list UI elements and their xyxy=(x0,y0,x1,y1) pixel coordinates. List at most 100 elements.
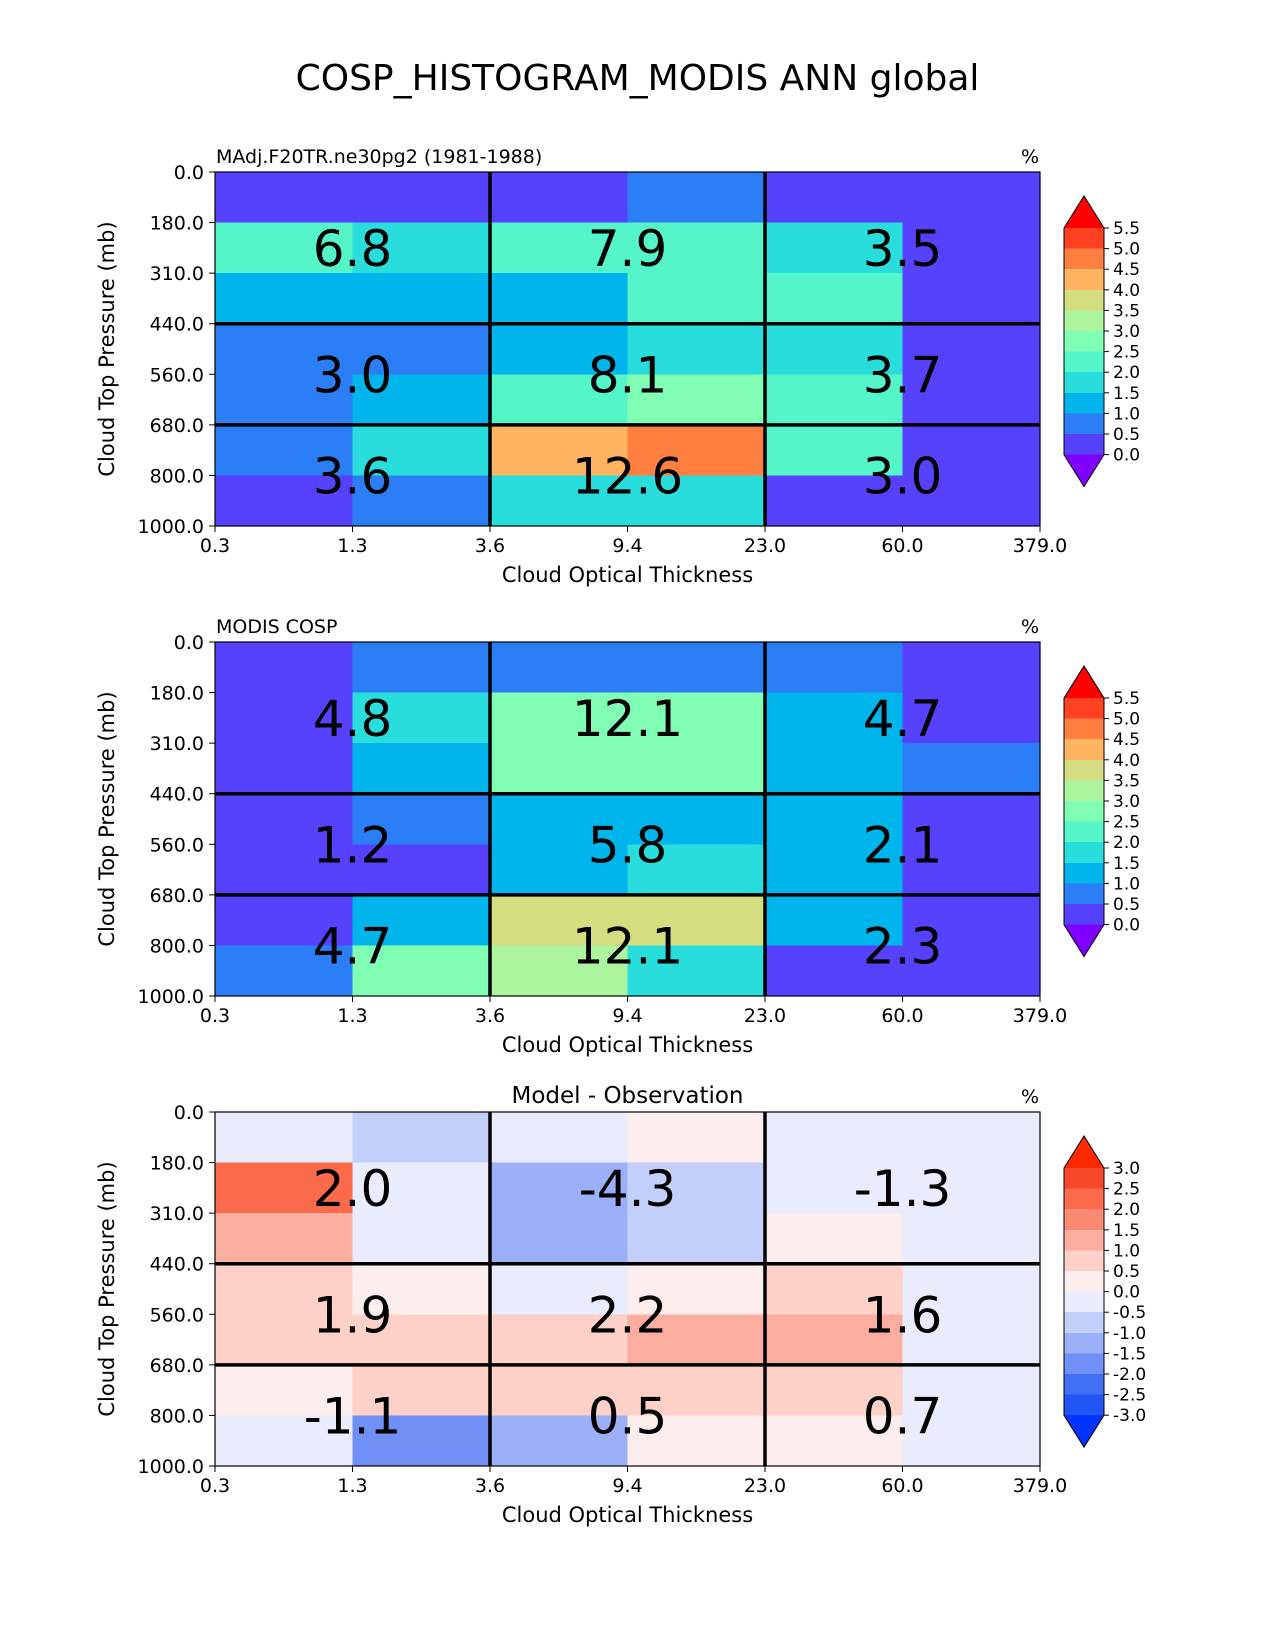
colorbar-tick-label: 4.5 xyxy=(1113,730,1140,750)
heatmap-cell xyxy=(765,424,904,477)
heatmap-cell xyxy=(627,1213,766,1265)
heatmap-cell xyxy=(215,273,354,325)
colorbar-segment xyxy=(1064,821,1104,843)
heatmap-cell xyxy=(765,894,904,947)
y-axis-label: Cloud Top Pressure (mb) xyxy=(95,691,119,946)
heatmap-cell xyxy=(352,793,491,845)
heatmap-cell xyxy=(490,1213,629,1265)
colorbar-tick-label: -1.0 xyxy=(1113,1324,1146,1344)
heatmap-cell xyxy=(902,222,1041,274)
colorbar-segment xyxy=(1064,1291,1104,1313)
heatmap-cell xyxy=(627,743,766,795)
heatmap-cell xyxy=(902,692,1041,744)
heatmap-cell xyxy=(627,844,766,896)
heatmap-cell xyxy=(490,793,629,845)
colorbar-segment xyxy=(1064,351,1104,373)
colorbar-segment xyxy=(1064,862,1104,884)
heatmap-cell xyxy=(352,945,491,997)
colorbar-segment xyxy=(1064,780,1104,802)
x-tick-label: 23.0 xyxy=(744,535,786,557)
heatmap-cell xyxy=(352,172,491,224)
group-value-label: 2.3 xyxy=(863,917,943,975)
heatmap-cell xyxy=(352,894,491,947)
heatmap-cell xyxy=(765,1263,904,1315)
heatmap-cell xyxy=(215,844,354,896)
heatmap-cell xyxy=(627,642,766,694)
group-value-label: 3.6 xyxy=(313,447,393,505)
heatmap-cell xyxy=(352,1213,491,1265)
heatmap-cell xyxy=(765,1162,904,1214)
colorbar-extend-min xyxy=(1064,454,1104,487)
heatmap-cell xyxy=(215,743,354,795)
colorbar-tick-label: -2.0 xyxy=(1113,1365,1146,1385)
heatmap-cell xyxy=(215,172,354,224)
heatmap-cell xyxy=(902,424,1041,477)
x-axis-label: Cloud Optical Thickness xyxy=(502,1033,753,1057)
heatmap-cell xyxy=(490,374,629,426)
heatmap-cell xyxy=(352,692,491,744)
heatmap-cell xyxy=(627,945,766,997)
colorbar-tick-label: 0.0 xyxy=(1113,1283,1140,1303)
heatmap-cell xyxy=(902,172,1041,224)
colorbar-tick-label: 2.0 xyxy=(1113,833,1140,853)
heatmap-cell xyxy=(765,945,904,997)
heatmap-cell xyxy=(490,1112,629,1164)
x-axis-label: Cloud Optical Thickness xyxy=(502,563,753,587)
group-value-label: 4.7 xyxy=(313,917,393,975)
y-tick-label: 180.0 xyxy=(150,683,204,705)
heatmap-cell xyxy=(627,222,766,274)
group-value-label: -1.3 xyxy=(854,1160,952,1218)
group-value-label: 12.6 xyxy=(572,447,683,505)
heatmap-cell xyxy=(627,424,766,477)
colorbar-extend-min xyxy=(1064,924,1104,957)
panel-title-left: MAdj.F20TR.ne30pg2 (1981-1988) xyxy=(216,146,542,168)
colorbar-tick-label: 0.0 xyxy=(1113,916,1140,936)
colorbar-tick-label: 1.0 xyxy=(1113,874,1140,894)
heatmap-cell xyxy=(490,1314,629,1366)
y-tick-label: 560.0 xyxy=(150,1304,204,1326)
group-value-label: 3.7 xyxy=(863,346,943,404)
heatmap-cell xyxy=(627,475,766,527)
x-tick-label: 0.3 xyxy=(200,1005,230,1027)
colorbar-extend-min xyxy=(1064,1415,1104,1448)
heatmap-cell xyxy=(352,1415,491,1467)
heatmap-cell xyxy=(765,1314,904,1366)
heatmap-cell xyxy=(902,374,1041,426)
heatmap-cell xyxy=(765,844,904,896)
y-tick-label: 440.0 xyxy=(150,314,204,336)
colorbar-segment xyxy=(1064,1209,1104,1231)
colorbar-extend-max xyxy=(1064,666,1104,698)
colorbar-segment xyxy=(1064,739,1104,761)
group-value-label: 4.8 xyxy=(313,690,393,748)
colorbar-tick-label: 2.5 xyxy=(1113,343,1140,363)
group-value-label: 2.2 xyxy=(588,1286,668,1344)
heatmap-cell xyxy=(490,844,629,896)
heatmap-cell xyxy=(902,642,1041,694)
group-value-label: 1.6 xyxy=(863,1286,943,1344)
heatmap-cell xyxy=(215,642,354,694)
heatmap-cell xyxy=(902,1364,1041,1417)
heatmap-cell xyxy=(902,793,1041,845)
colorbar-segment xyxy=(1064,1229,1104,1251)
heatmap-cell xyxy=(215,894,354,947)
colorbar-tick-label: 5.0 xyxy=(1113,710,1140,730)
heatmap-cell xyxy=(215,424,354,477)
heatmap-cell xyxy=(627,374,766,426)
x-tick-label: 1.3 xyxy=(337,1475,367,1497)
y-tick-label: 1000.0 xyxy=(138,986,204,1008)
x-tick-label: 0.3 xyxy=(200,535,230,557)
heatmap-cell xyxy=(352,323,491,375)
colorbar-segment xyxy=(1064,331,1104,353)
heatmap-cell xyxy=(902,945,1041,997)
group-value-label: 3.0 xyxy=(313,346,393,404)
heatmap-cell xyxy=(902,1213,1041,1265)
heatmap-cell xyxy=(902,1162,1041,1214)
heatmap-cell xyxy=(352,1364,491,1417)
colorbar-tick-label: 5.0 xyxy=(1113,240,1140,260)
y-tick-label: 310.0 xyxy=(150,733,204,755)
y-tick-label: 0.0 xyxy=(174,632,204,654)
y-tick-label: 1000.0 xyxy=(138,1456,204,1478)
heatmap-cell xyxy=(490,1263,629,1315)
colorbar-segment xyxy=(1064,1353,1104,1375)
colorbar-tick-label: 0.5 xyxy=(1113,1262,1140,1282)
